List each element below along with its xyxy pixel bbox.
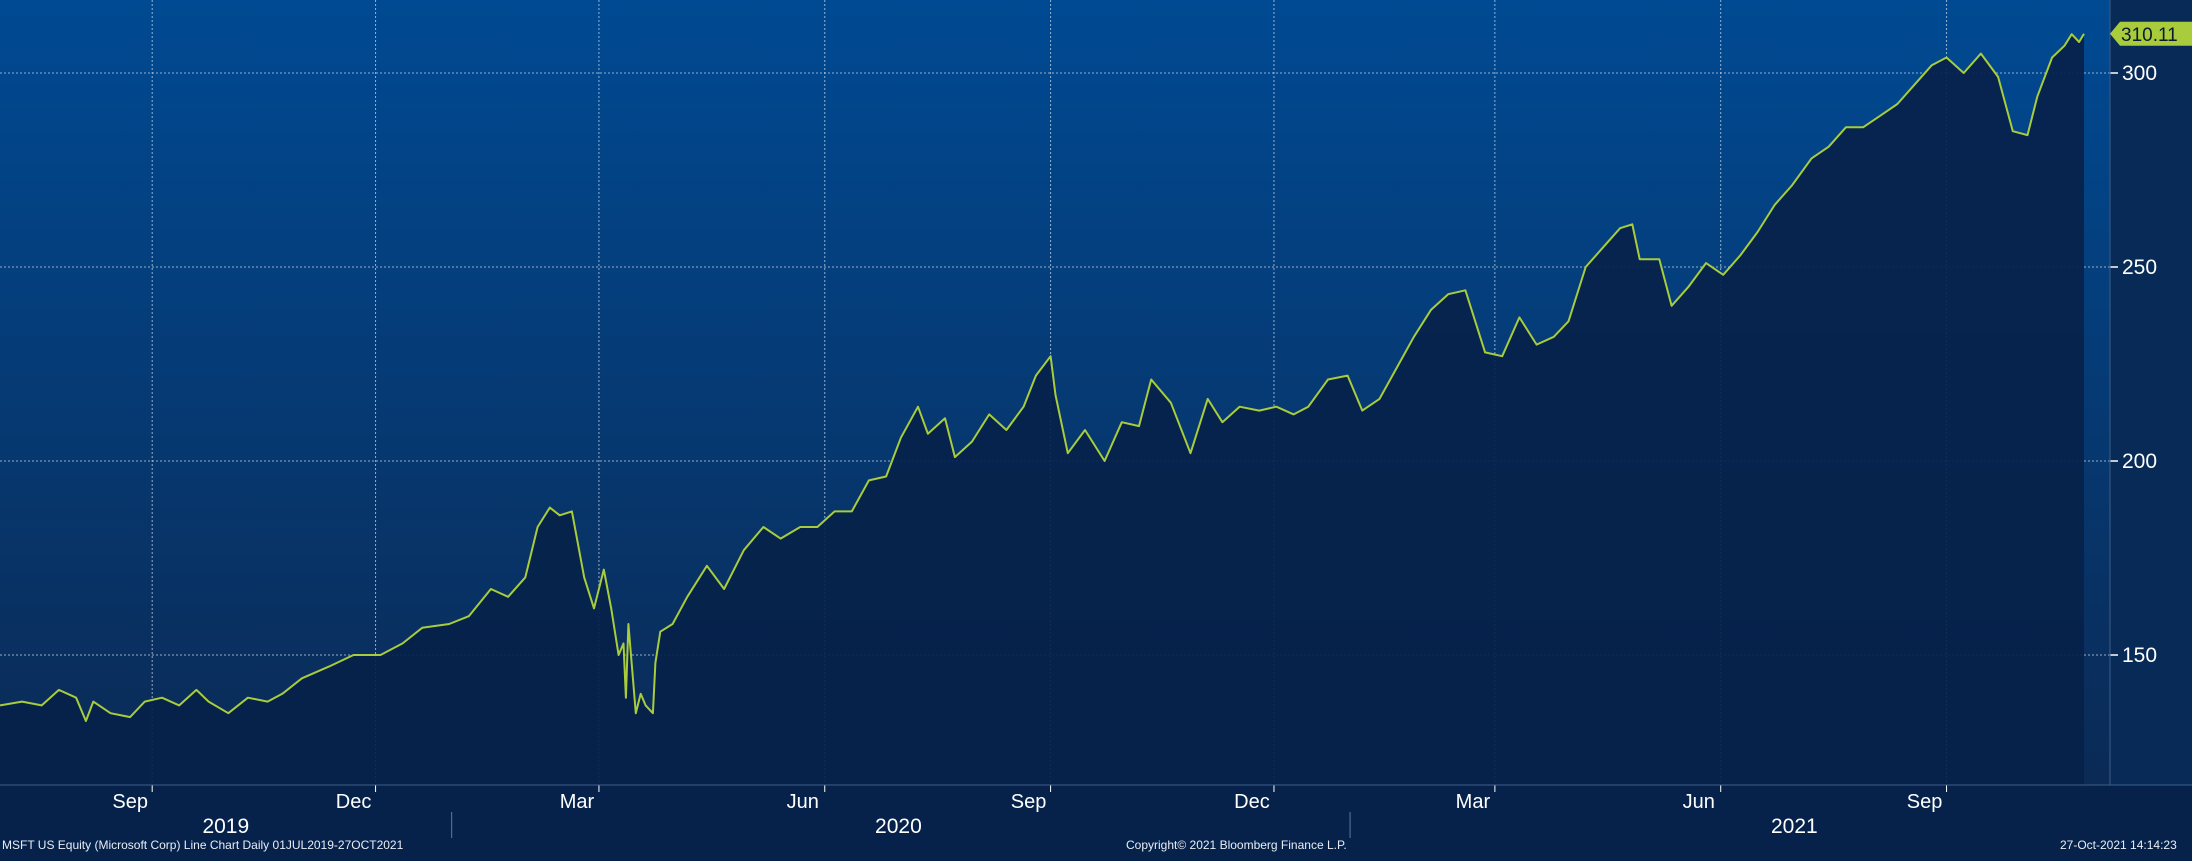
y-tick-label: 200 xyxy=(2122,450,2157,473)
x-tick-label: Jun xyxy=(1683,791,1715,813)
last-price-tag-shape xyxy=(2110,21,2192,46)
x-year-label: 2021 xyxy=(1771,815,1818,838)
footer-security-description: MSFT US Equity (Microsoft Corp) Line Cha… xyxy=(2,838,404,852)
footer-timestamp: 27-Oct-2021 14:14:23 xyxy=(2060,838,2177,852)
x-year-label: 2020 xyxy=(875,815,922,838)
x-tick-label: Dec xyxy=(1234,791,1270,813)
x-tick-label: Jun xyxy=(787,791,819,813)
last-price-tag: 310.11 xyxy=(2110,21,2192,46)
x-tick-label: Sep xyxy=(1011,791,1047,813)
series-line-path xyxy=(0,33,2085,722)
y-tick-label: 250 xyxy=(2122,256,2157,279)
footer-copyright: Copyright© 2021 Bloomberg Finance L.P. xyxy=(1126,838,1347,852)
area-fill-path xyxy=(0,33,2084,786)
axis-strip-background xyxy=(2110,0,2192,785)
area-fill xyxy=(0,33,2084,786)
y-tick-label: 150 xyxy=(2122,644,2157,667)
x-year-label: 2019 xyxy=(202,815,249,838)
series-line xyxy=(0,33,2085,722)
x-tick-label: Sep xyxy=(1907,791,1943,813)
x-tick-label: Sep xyxy=(112,791,148,813)
last-price-label: 310.11 xyxy=(2121,25,2178,46)
axes: 150 200 250 300 Sep Dec Mar Jun Sep Dec Mar Jun Sep 2… xyxy=(0,0,2192,838)
x-tick-label: Dec xyxy=(336,791,372,813)
x-axis-background xyxy=(0,785,2192,856)
x-tick-label: Mar xyxy=(1456,791,1491,813)
y-tick-label: 300 xyxy=(2122,62,2157,85)
x-tick-label: Mar xyxy=(560,791,595,813)
